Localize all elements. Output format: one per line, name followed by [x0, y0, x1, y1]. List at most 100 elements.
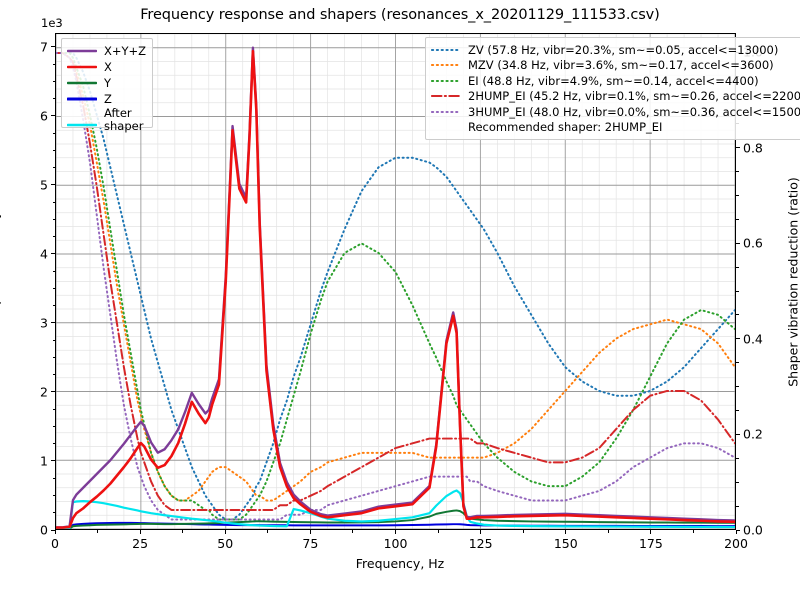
legend-key-z — [67, 93, 97, 105]
x-tick-label: 25 — [132, 536, 149, 551]
legend-key-xyz — [67, 45, 97, 57]
legend-recommended-shaper: Recommended shaper: 2HUMP_EI — [431, 120, 800, 136]
y-left-tick-label: 6 — [40, 108, 48, 124]
legend-item-ei[interactable]: EI (48.8 Hz, vibr=4.9%, sm~=0.14, accel<… — [431, 73, 800, 89]
axis-tick — [395, 530, 396, 534]
axis-tick — [51, 529, 55, 531]
y-left-tick-label: 2 — [40, 384, 48, 400]
axis-tick — [51, 460, 55, 462]
axis-tick — [51, 115, 55, 117]
axis-tick — [736, 505, 739, 507]
legend-label-ei: EI (48.8 Hz, vibr=4.9%, sm~=0.14, accel<… — [468, 73, 759, 88]
axis-tick — [52, 98, 55, 100]
axis-tick — [692, 530, 694, 533]
x-tick-label: 50 — [217, 536, 234, 551]
axis-tick — [736, 457, 739, 459]
x-axis-label: Frequency, Hz — [355, 556, 445, 571]
legend-key-y — [67, 77, 97, 89]
legend-label-mzv: MZV (34.8 Hz, vibr=3.6%, sm~=0.17, accel… — [468, 58, 774, 73]
legend-label-z: Z — [104, 92, 112, 106]
page-title: Frequency response and shapers (resonanc… — [140, 7, 660, 23]
y-right-tick-label: 0.6 — [743, 235, 763, 251]
y-left-tick-label: 4 — [40, 246, 48, 262]
y-axis-right-label: Shaper vibration reduction (ratio) — [785, 177, 800, 387]
axis-tick — [522, 530, 524, 533]
axis-tick — [52, 339, 55, 341]
axis-tick — [51, 184, 55, 186]
legend-item-mzv[interactable]: MZV (34.8 Hz, vibr=3.6%, sm~=0.17, accel… — [431, 58, 800, 74]
axis-tick — [650, 530, 652, 534]
legend-key-3hump-ei — [431, 106, 461, 118]
legend-axes: X+Y+Z X Y Z After shaper — [61, 38, 154, 133]
y-right-tick-label: 0.4 — [743, 331, 763, 347]
axis-tick — [52, 305, 55, 307]
axis-tick — [736, 433, 740, 435]
legend-item-3hump-ei[interactable]: 3HUMP_EI (48.0 Hz, vibr=0.0%, sm~=0.36, … — [431, 104, 800, 120]
legend-item-y[interactable]: Y — [67, 75, 146, 91]
axis-tick — [51, 391, 55, 393]
axis-tick — [736, 218, 739, 220]
axis-tick — [736, 410, 739, 412]
legend-key-after-shaper — [67, 119, 97, 131]
axis-tick — [52, 408, 55, 410]
y-axis-offset-label: 1e3 — [41, 16, 63, 30]
x-tick-label: 75 — [302, 536, 319, 551]
axis-tick — [52, 477, 55, 479]
axis-tick — [480, 530, 482, 534]
legend-label-y: Y — [104, 76, 112, 90]
axis-tick — [736, 147, 740, 149]
axis-tick — [437, 530, 439, 533]
axis-tick — [52, 236, 55, 238]
axis-tick — [309, 530, 311, 534]
legend-key-ei — [431, 75, 461, 87]
axis-tick — [736, 266, 739, 268]
axis-tick — [51, 46, 55, 48]
axis-tick — [736, 194, 739, 196]
y-left-tick-label: 5 — [40, 177, 48, 193]
axis-tick — [52, 80, 55, 82]
y-right-tick-label: 0.2 — [743, 426, 763, 442]
legend-item-x[interactable]: X — [67, 59, 146, 75]
recommended-shaper-text: Recommended shaper: 2HUMP_EI — [468, 120, 663, 135]
y-left-tick-label: 7 — [40, 39, 48, 55]
axis-tick — [735, 530, 737, 534]
legend-item-2hump-ei[interactable]: 2HUMP_EI (45.2 Hz, vibr=0.1%, sm~=0.26, … — [431, 89, 800, 105]
axis-tick — [52, 218, 55, 220]
axis-tick — [52, 201, 55, 203]
axis-tick — [736, 242, 740, 244]
axis-tick — [52, 63, 55, 65]
axis-tick — [52, 167, 55, 169]
legend-label-after-shaper: After shaper — [104, 106, 144, 133]
legend-item-after-shaper[interactable]: After shaper — [67, 107, 146, 133]
legend-shapers: ZV (57.8 Hz, vibr=20.3%, sm~=0.05, accel… — [425, 37, 800, 140]
axis-tick — [182, 530, 184, 533]
axis-tick — [52, 270, 55, 272]
axis-tick — [97, 530, 99, 533]
axis-tick — [52, 443, 55, 445]
axis-tick — [736, 338, 740, 340]
x-tick-label: 125 — [468, 536, 493, 551]
legend-item-z[interactable]: Z — [67, 91, 146, 107]
legend-label-2hump-ei: 2HUMP_EI (45.2 Hz, vibr=0.1%, sm~=0.26, … — [468, 89, 800, 104]
axis-tick — [224, 530, 226, 534]
axis-tick — [52, 512, 55, 514]
y-right-tick-label: 0.8 — [743, 140, 763, 156]
axis-tick — [51, 322, 55, 324]
legend-label-x: X — [104, 60, 112, 74]
x-tick-label: 0 — [51, 536, 59, 551]
y-left-tick-label: 0 — [40, 522, 48, 538]
legend-item-xyz[interactable]: X+Y+Z — [67, 43, 146, 59]
x-tick-label: 175 — [638, 536, 663, 551]
axis-tick — [736, 290, 739, 292]
axis-tick — [52, 356, 55, 358]
legend-label-zv: ZV (57.8 Hz, vibr=20.3%, sm~=0.05, accel… — [468, 42, 779, 57]
axis-tick — [51, 253, 55, 255]
y-left-tick-label: 3 — [40, 315, 48, 331]
x-tick-label: 150 — [553, 536, 578, 551]
axis-tick — [607, 530, 609, 533]
axis-tick — [736, 386, 739, 388]
axis-tick — [52, 374, 55, 376]
legend-key-2hump-ei — [431, 90, 461, 102]
legend-item-zv[interactable]: ZV (57.8 Hz, vibr=20.3%, sm~=0.05, accel… — [431, 42, 800, 58]
